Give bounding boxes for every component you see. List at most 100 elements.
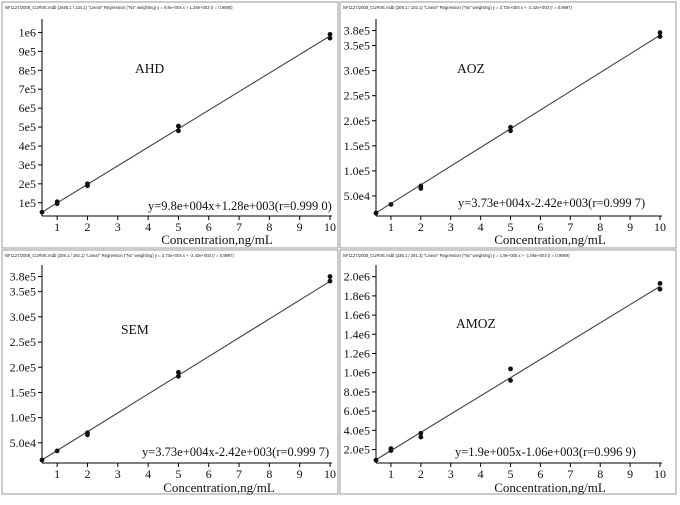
y-tick-label: 1.0e5 (10, 411, 36, 425)
x-tick-label: 1 (388, 467, 394, 481)
y-tick-label: 7e5 (19, 82, 36, 96)
x-tick-label: 1 (54, 467, 60, 481)
data-point (373, 210, 379, 216)
y-tick-label: 1e5 (19, 196, 36, 210)
y-tick-label: 1.6e6 (344, 308, 370, 322)
data-point (388, 446, 394, 451)
y-tick-label: 3.5e5 (344, 39, 370, 53)
x-tick-label: 9 (297, 220, 303, 234)
y-tick-label: 2.0e5 (344, 443, 370, 457)
x-tick-label: 1 (54, 220, 60, 234)
x-tick-label: 5 (175, 467, 181, 481)
x-tick-label: 3 (115, 467, 121, 481)
y-tick-label: 8e5 (19, 63, 36, 77)
y-tick-label: 2.0e6 (344, 270, 370, 284)
x-axis-label: Concentration,ng/mL (163, 480, 275, 495)
panel-header: NF1127/2008_CURVE.mdb (335.1 / 291.3) "L… (343, 253, 570, 258)
x-tick-label: 6 (537, 220, 543, 234)
y-tick-label: 6.0e5 (344, 404, 370, 418)
data-point (176, 369, 181, 375)
x-tick-label: 10 (654, 220, 666, 234)
data-point (176, 123, 181, 129)
data-point (388, 202, 394, 207)
y-tick-label: 1e6 (19, 25, 36, 39)
y-tick-label: 2.5e5 (344, 89, 370, 103)
regression-line (41, 35, 331, 213)
y-tick-label: 8.0e5 (344, 385, 370, 399)
panel-frame (1, 249, 339, 495)
data-point (327, 31, 333, 37)
y-tick-label: 3.0e5 (10, 310, 36, 324)
x-tick-label: 4 (478, 220, 484, 234)
y-tick-label: 1.5e5 (10, 385, 36, 399)
y-tick-label: 1.8e6 (344, 289, 370, 303)
regression-line (375, 285, 661, 461)
y-tick-label: 2.5e5 (10, 335, 36, 349)
data-point (176, 373, 181, 379)
analyte-label: AOZ (457, 61, 485, 76)
x-tick-label: 4 (145, 467, 151, 481)
y-tick-label: 2.0e5 (10, 360, 36, 374)
regression-equation: y=1.9e+005x-1.06e+003(r=0.996 9) (455, 445, 636, 459)
x-axis-label: Concentration,ng/mL (161, 232, 273, 247)
x-tick-label: 5 (508, 220, 514, 234)
data-point (327, 274, 333, 279)
x-tick-label: 5 (508, 467, 514, 481)
y-tick-label: 1.4e6 (344, 327, 370, 341)
x-tick-label: 7 (236, 220, 242, 234)
data-point (39, 457, 45, 463)
panel-header: NF1127/2008_CURVE.mdb (209.1 / 192.1) "L… (5, 253, 235, 258)
regression-equation: y=3.73e+004x-2.42e+003(r=0.999 7) (458, 196, 645, 210)
x-tick-label: 4 (145, 220, 151, 234)
x-tick-label: 3 (448, 220, 454, 234)
y-tick-label: 3e5 (19, 158, 36, 172)
analyte-label: AHD (135, 61, 164, 76)
x-tick-label: 8 (597, 467, 603, 481)
x-tick-label: 2 (418, 467, 424, 481)
x-tick-label: 6 (206, 220, 212, 234)
x-tick-label: 8 (266, 467, 272, 481)
data-point (54, 448, 60, 454)
y-tick-label: 5.0e4 (10, 436, 36, 450)
analyte-label: AMOZ (456, 316, 496, 331)
data-point (508, 366, 513, 372)
x-tick-label: 8 (597, 220, 603, 234)
data-point (508, 124, 513, 130)
regression-equation: y=9.8e+004x+1.28e+003(r=0.999 0) (148, 199, 332, 213)
calibration-chart-ahd: NF1127/2008_CURVE.mdb (2465.1 / 134.1) "… (1, 1, 339, 249)
data-point (418, 183, 424, 189)
x-tick-label: 2 (418, 220, 424, 234)
y-tick-label: 9e5 (19, 44, 36, 58)
x-tick-label: 10 (324, 467, 336, 481)
calibration-chart-amoz: NF1127/2008_CURVE.mdb (335.1 / 291.3) "L… (339, 249, 677, 495)
analyte-label: SEM (121, 322, 149, 337)
data-point (176, 128, 181, 134)
x-axis-label: Concentration,ng/mL (494, 480, 606, 495)
y-tick-label: 3.8e5 (344, 24, 370, 38)
x-tick-label: 7 (236, 467, 242, 481)
x-tick-label: 9 (627, 467, 633, 481)
data-point (373, 457, 379, 463)
data-point (39, 209, 45, 215)
x-tick-label: 9 (627, 220, 633, 234)
regression-line (41, 280, 331, 461)
y-tick-label: 3.5e5 (10, 285, 36, 299)
data-point (418, 434, 424, 440)
panel-frame (1, 1, 339, 249)
y-tick-label: 6e5 (19, 101, 36, 115)
panel-header: NF1127/2008_CURVE.mdb (2465.1 / 134.1) "… (5, 5, 233, 10)
y-tick-label: 1.0e6 (344, 366, 370, 380)
data-point (85, 430, 90, 436)
y-tick-label: 1.5e5 (344, 139, 370, 153)
x-tick-label: 1 (388, 220, 394, 234)
y-tick-label: 4.0e5 (344, 423, 370, 437)
y-tick-label: 2e5 (19, 177, 36, 191)
regression-line (375, 34, 661, 214)
panel-header: NF1127/2008_CURVE.mdb (209.1 / 102.1) "L… (343, 5, 573, 10)
x-tick-label: 8 (266, 220, 272, 234)
x-tick-label: 10 (654, 467, 666, 481)
data-point (657, 34, 663, 39)
y-tick-label: 5e5 (19, 120, 36, 134)
data-point (508, 378, 513, 383)
